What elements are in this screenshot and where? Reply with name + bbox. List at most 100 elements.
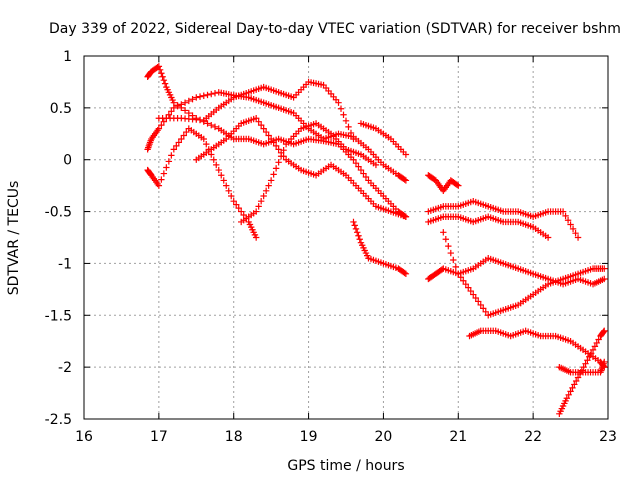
y-tick-label: -2.5: [45, 412, 72, 428]
data-point: [200, 92, 207, 99]
data-point: [262, 187, 270, 195]
data-point: [453, 181, 461, 188]
series-track-8: [350, 218, 410, 277]
data-point: [452, 263, 459, 271]
data-point: [352, 159, 360, 167]
data-point: [211, 123, 219, 131]
data-point: [272, 142, 280, 150]
data-point: [252, 234, 260, 241]
y-tick-label: 0.5: [50, 101, 72, 117]
data-point: [576, 370, 584, 378]
x-tick-label: 21: [449, 429, 467, 445]
data-point: [569, 384, 576, 392]
data-point: [470, 291, 477, 298]
x-tick-label: 19: [300, 429, 318, 445]
data-point: [351, 222, 358, 229]
data-point: [562, 212, 569, 220]
data-point: [587, 350, 595, 357]
data-point: [472, 294, 479, 302]
data-point: [255, 118, 262, 125]
data-point: [455, 270, 462, 277]
chart-title: Day 339 of 2022, Sidereal Day-to-day VTE…: [49, 21, 621, 37]
data-point: [155, 125, 163, 132]
series-track-3: [144, 125, 260, 241]
x-tick-label: 16: [75, 429, 93, 445]
data-point: [571, 381, 578, 388]
data-point: [155, 63, 163, 70]
data-point: [155, 182, 163, 189]
data-point: [563, 395, 571, 402]
data-point: [174, 102, 181, 109]
data-point: [372, 161, 380, 169]
series-track-11: [425, 213, 552, 241]
series-track-5: [193, 115, 410, 220]
data-point: [178, 135, 185, 143]
y-tick-label: -0.5: [45, 205, 72, 221]
data-point: [163, 164, 170, 171]
data-point: [156, 66, 164, 74]
data-point: [574, 374, 582, 381]
data-point: [260, 192, 267, 200]
data-point: [445, 242, 452, 250]
data-point: [601, 327, 608, 335]
data-point: [178, 104, 185, 112]
x-axis-label: GPS time / hours: [287, 458, 404, 474]
data-point: [158, 70, 165, 77]
data-point: [402, 270, 410, 277]
tick-labels: 16 17 18 19 20 21 22 23 1 0.5 0 -0.5 -1 -1.5 -2 -2.5: [45, 49, 617, 445]
data-point: [185, 109, 192, 117]
data-point: [272, 165, 280, 172]
data-point: [168, 108, 175, 115]
x-tick-label: 22: [524, 429, 542, 445]
series-track-13: [440, 229, 608, 319]
data-point: [175, 139, 183, 146]
data-point: [350, 156, 357, 163]
data-point: [586, 353, 593, 360]
data-point: [450, 256, 457, 264]
data-point: [355, 163, 362, 170]
data-point: [442, 236, 450, 243]
y-tick-label: -2: [58, 360, 72, 376]
data-point: [402, 213, 410, 220]
data-point: [401, 176, 408, 183]
data-point: [255, 203, 262, 210]
data-point: [559, 208, 567, 215]
data-point: [208, 90, 215, 98]
series-track-9: [425, 172, 462, 195]
data-point: [593, 339, 600, 347]
data-point: [275, 146, 282, 153]
data-point: [210, 156, 217, 163]
data-point: [342, 117, 350, 125]
data-point: [572, 377, 580, 385]
data-point: [158, 176, 165, 183]
data-point: [337, 105, 345, 112]
data-point: [173, 142, 180, 150]
data-point: [601, 275, 608, 283]
plot-frame: [83, 55, 609, 420]
data-point: [467, 287, 474, 295]
data-point: [360, 170, 367, 177]
data-point: [158, 121, 165, 129]
data-point: [267, 177, 275, 184]
data-point: [213, 161, 220, 169]
data-point: [165, 111, 173, 118]
series-track-14: [466, 327, 608, 371]
data-point: [257, 121, 265, 129]
data-point: [238, 208, 245, 215]
data-point: [275, 159, 282, 166]
data-points: [144, 63, 608, 418]
data-point: [218, 172, 225, 179]
data-point: [200, 135, 207, 143]
data-point: [475, 298, 482, 305]
data-point: [183, 128, 190, 136]
x-tick-label: 23: [599, 429, 617, 445]
data-point: [252, 115, 260, 122]
data-point: [160, 77, 168, 84]
data-point: [402, 151, 410, 158]
data-point: [355, 232, 362, 239]
data-point: [357, 166, 365, 174]
data-point: [160, 170, 168, 177]
data-point: [159, 73, 166, 80]
data-point: [168, 152, 175, 159]
